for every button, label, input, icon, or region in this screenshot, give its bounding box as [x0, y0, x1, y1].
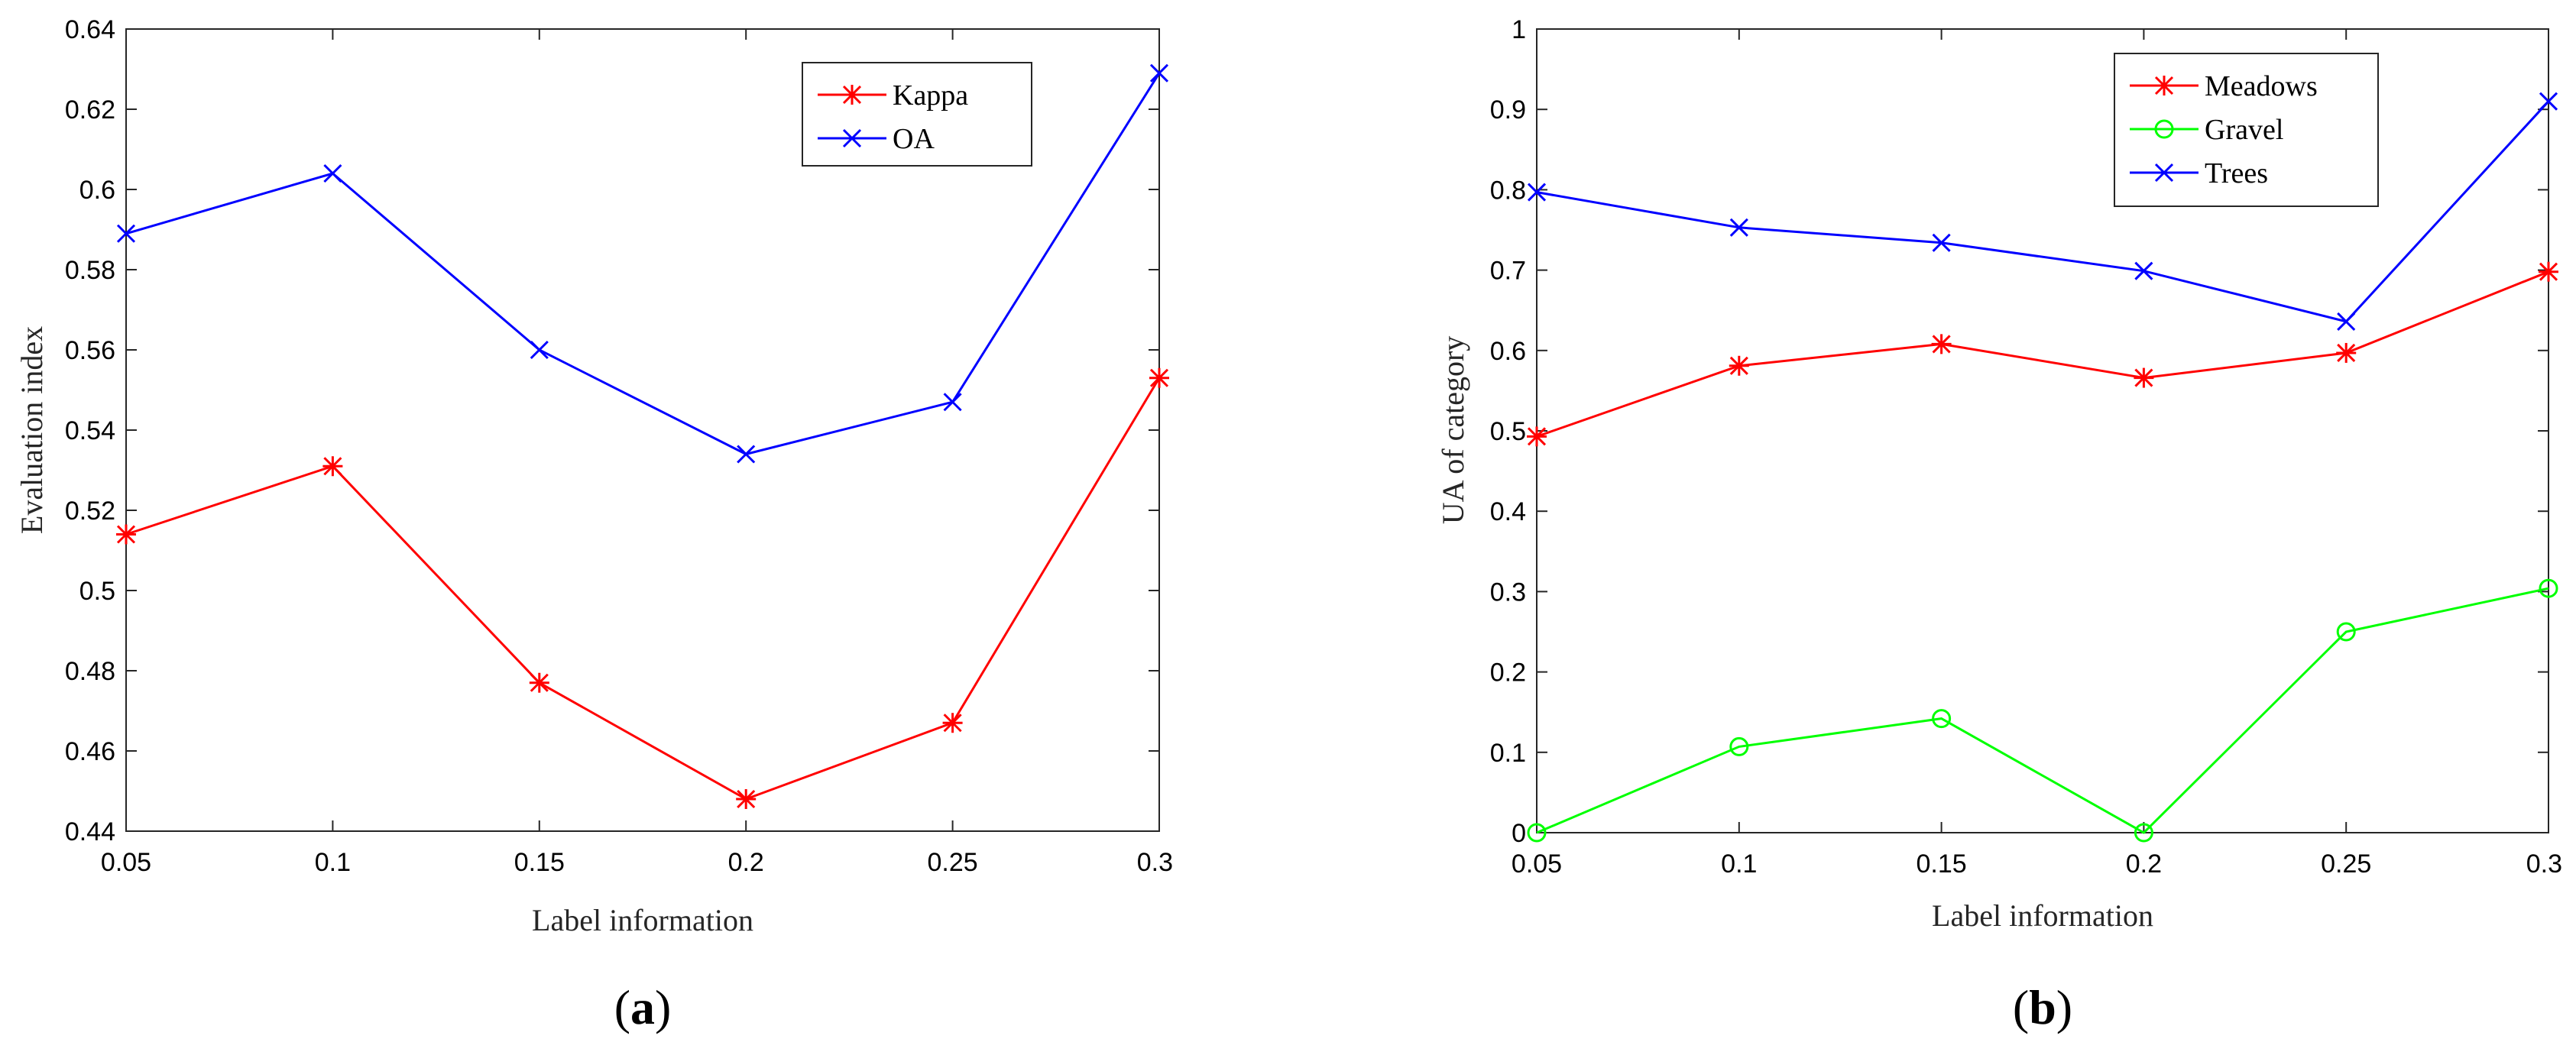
chart-a-series-kappa-point [116, 524, 136, 545]
chart-a-ytick-label: 0.46 [65, 737, 115, 766]
chart-a-legend-kappa-marker [842, 85, 862, 105]
chart-b-series-gravel-point [2539, 578, 2558, 598]
chart-b-series-gravel-point [2134, 823, 2153, 843]
chart-b-series-trees-point [1729, 218, 1748, 237]
chart-b-series-gravel-point [1729, 736, 1749, 756]
chart-b-legend: Meadows Gravel Trees [2114, 53, 2379, 207]
chart-b-ytick-label: 0.8 [1490, 176, 1526, 205]
chart-b-series-trees-point [1932, 233, 1951, 252]
chart-b-legend-gravel-label: Gravel [2205, 114, 2283, 146]
chart-a-ytick-label: 0.64 [65, 15, 115, 44]
chart-a-series-oa-point [737, 445, 756, 464]
chart-b-series-meadows-line [1536, 270, 2549, 438]
chart-b-ytick-label: 0.7 [1490, 257, 1526, 286]
chart-b-legend-meadows-label: Meadows [2205, 70, 2318, 102]
chart-a-ytick-label: 0.58 [65, 256, 115, 285]
chart-a-panel-close: ) [655, 980, 671, 1034]
chart-b-legend-trees-marker [2154, 163, 2174, 183]
chart-b: 0 0.1 0.2 0.3 0.4 0.5 0.6 0.7 0.8 0.9 1 0.05 0.1 0.1… [1436, 15, 2562, 1034]
chart-b-xtick-label: 0.2 [2126, 849, 2162, 879]
chart-a-xtick-label: 0.3 [1137, 848, 1173, 877]
chart-a-series-oa-line [125, 73, 1161, 456]
chart-b-ylabel: UA of category [1436, 336, 1470, 525]
chart-b-legend-meadows-marker [2154, 76, 2174, 95]
chart-a-ytick-label: 0.54 [65, 416, 115, 445]
chart-a-series-kappa-point [1149, 367, 1169, 388]
chart-b-series-trees-point [2539, 92, 2558, 111]
chart-b-series-trees-point [2337, 312, 2356, 331]
chart-b-plot-area [1536, 28, 2549, 833]
chart-b-series-gravel-point [1527, 823, 1547, 843]
chart-b-ytick-label: 0.2 [1490, 659, 1526, 688]
chart-b-series-meadows-point [1931, 334, 1952, 354]
chart-a-legend: Kappa OA [802, 62, 1032, 167]
chart-b-xtick-label: 0.1 [1721, 849, 1757, 879]
chart-a-ytick-label: 0.48 [65, 657, 115, 686]
chart-a-series-kappa-point [736, 789, 757, 809]
chart-a-legend-oa-marker [842, 128, 862, 148]
chart-a-xtick-label: 0.05 [101, 848, 151, 877]
chart-b-series-trees-line [1536, 100, 2550, 323]
chart-b-panel-open: ( [2013, 980, 2029, 1034]
chart-a-panel-label: (a) [614, 980, 672, 1034]
chart-a-ytick-label: 0.52 [65, 497, 115, 526]
chart-b-series-gravel-line [1536, 587, 2549, 834]
chart-b-series-meadows-point [2336, 342, 2357, 363]
chart-b-panel-letter: b [2029, 980, 2056, 1034]
chart-b-ytick-label: 0.4 [1490, 497, 1526, 526]
chart-a-series-oa-point [116, 224, 136, 243]
chart-a-xtick-label: 0.2 [728, 848, 764, 877]
chart-b-panel-label: (b) [2013, 980, 2072, 1034]
chart-b-series-gravel-point [2336, 622, 2356, 642]
chart-a-series-oa-point [1149, 63, 1169, 83]
chart-b-series-meadows-point [2539, 261, 2558, 282]
chart-b-xtick-label: 0.15 [1917, 849, 1967, 879]
chart-b-ytick-label: 0.3 [1490, 578, 1526, 607]
chart-a-ytick-label: 0.5 [79, 577, 115, 606]
chart-a-ylabel: Evaluation index [15, 326, 49, 534]
chart-a-series-kappa-point [322, 456, 343, 477]
chart-b-xtick-label: 0.3 [2526, 849, 2562, 879]
chart-b-xlabel: Label information [1932, 898, 2153, 933]
chart-b-legend-gravel-marker [2154, 119, 2174, 139]
chart-b-series-gravel-point [1932, 709, 1952, 729]
chart-b-ytick-label: 0.6 [1490, 337, 1526, 366]
chart-a-xtick-label: 0.25 [928, 848, 978, 877]
chart-b-panel-close: ) [2056, 980, 2072, 1034]
chart-a-series-kappa-point [942, 713, 963, 733]
chart-a-series-oa-point [530, 340, 549, 360]
chart-a-series-oa-point [943, 393, 962, 412]
chart-a-series-oa-point [323, 163, 342, 183]
chart-b-ytick-label: 0.1 [1490, 739, 1526, 768]
chart-a-panel-open: ( [614, 980, 630, 1034]
chart-b-series-meadows-point [1527, 426, 1547, 447]
chart-b-ytick-label: 0 [1512, 819, 1526, 848]
chart-a-xtick-label: 0.1 [315, 848, 351, 877]
chart-b-ytick-label: 0.5 [1490, 417, 1526, 446]
chart-b-xtick-label: 0.25 [2321, 849, 2371, 879]
chart-a-ytick-label: 0.6 [79, 176, 115, 205]
chart-a-xtick-label: 0.15 [514, 848, 565, 877]
chart-b-series-meadows-point [1729, 355, 1749, 376]
chart-a-legend-box [802, 62, 1032, 167]
chart-a-ytick-label: 0.56 [65, 336, 115, 365]
chart-a-legend-oa-label: OA [893, 123, 935, 155]
chart-a-panel-letter: a [630, 980, 655, 1034]
chart-b-legend-trees-label: Trees [2205, 157, 2268, 189]
chart-a-series-kappa-point [529, 672, 549, 693]
chart-b-ytick-label: 1 [1512, 15, 1526, 44]
chart-a-ytick-label: 0.44 [65, 817, 115, 846]
chart-a-legend-kappa-label: Kappa [893, 79, 968, 112]
chart-a-series-kappa-line [125, 377, 1161, 801]
chart-a-ytick-label: 0.62 [65, 95, 115, 125]
chart-b-xtick-label: 0.05 [1512, 849, 1562, 879]
chart-b-series-meadows-point [2134, 367, 2154, 388]
chart-b-series-trees-point [2134, 261, 2153, 280]
chart-a: 0.44 0.46 0.48 0.5 0.52 0.54 0.56 0.58 0.6 0.62 0.… [15, 15, 1173, 1034]
chart-a-xlabel: Label information [532, 903, 753, 937]
chart-b-ytick-label: 0.9 [1490, 95, 1526, 125]
chart-b-series-trees-point [1527, 183, 1547, 202]
